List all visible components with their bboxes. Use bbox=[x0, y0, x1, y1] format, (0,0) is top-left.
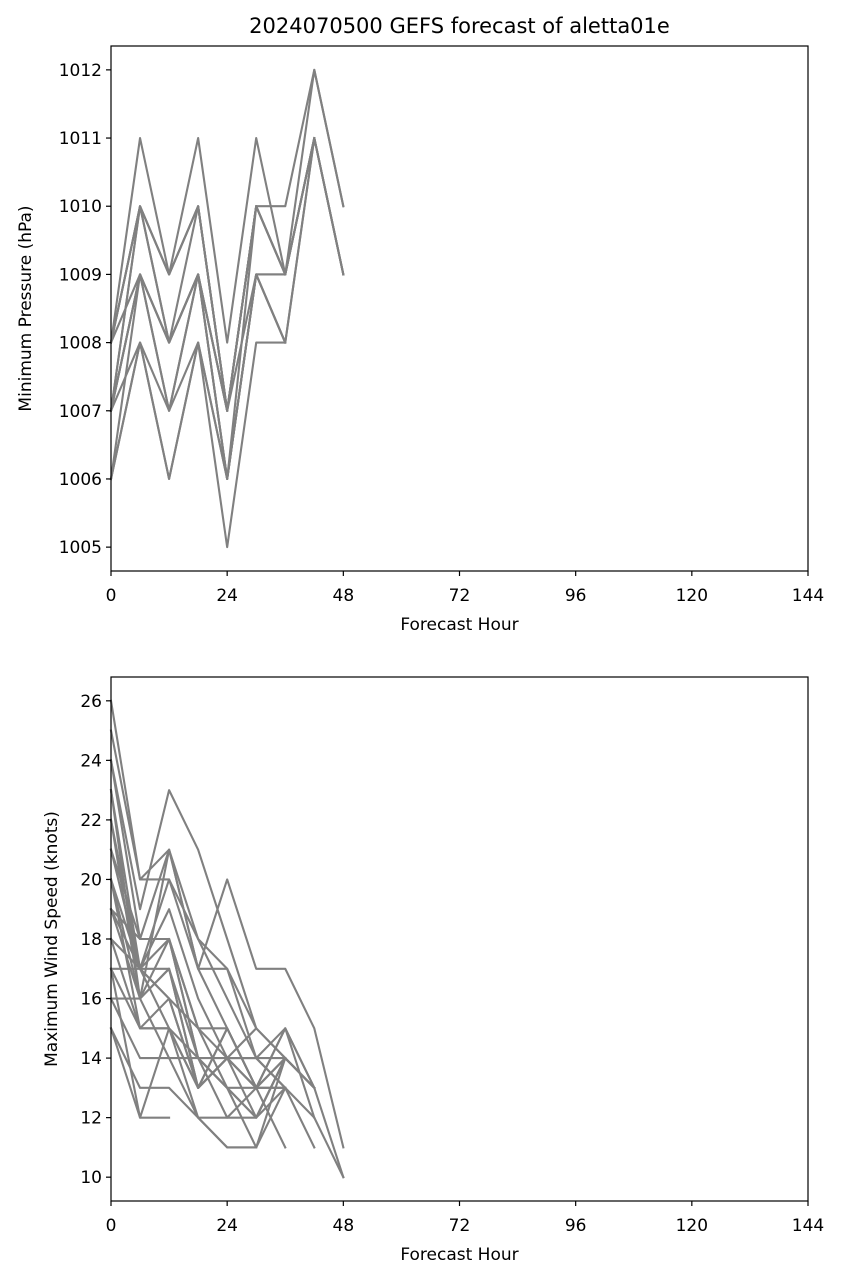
x-tick-label: 120 bbox=[676, 586, 708, 606]
x-tick-label: 96 bbox=[565, 586, 587, 606]
figure-title: 2024070500 GEFS forecast of aletta01e bbox=[249, 14, 670, 38]
x-tick-label: 48 bbox=[333, 586, 355, 606]
series-line-1 bbox=[109, 68, 345, 344]
y-tick-label: 1008 bbox=[59, 334, 102, 354]
y-axis-label: Maximum Wind Speed (knots) bbox=[42, 811, 62, 1067]
x-axis-label: Forecast Hour bbox=[400, 1245, 518, 1265]
y-tick-label: 1005 bbox=[59, 538, 102, 558]
series-line-25 bbox=[109, 907, 258, 1090]
series-line-4 bbox=[109, 759, 316, 1090]
series-line-21 bbox=[109, 997, 316, 1090]
x-tick-label: 0 bbox=[106, 586, 117, 606]
x-tick-label: 24 bbox=[216, 586, 238, 606]
y-tick-label: 16 bbox=[80, 990, 102, 1010]
x-tick-label: 96 bbox=[565, 1216, 587, 1236]
y-tick-label: 26 bbox=[80, 692, 102, 712]
series-line-13 bbox=[109, 273, 229, 413]
x-tick-label: 24 bbox=[216, 1216, 238, 1236]
y-axis-label: Minimum Pressure (hPa) bbox=[16, 205, 36, 411]
y-tick-label: 22 bbox=[80, 811, 102, 831]
y-tick-label: 20 bbox=[80, 870, 102, 890]
series-line-8 bbox=[109, 818, 316, 1119]
y-tick-label: 18 bbox=[80, 930, 102, 950]
y-tick-label: 1009 bbox=[59, 265, 102, 285]
series-line-20 bbox=[109, 997, 258, 1149]
series-line-24 bbox=[109, 967, 258, 1119]
x-tick-label: 120 bbox=[676, 1216, 708, 1236]
x-tick-label: 0 bbox=[106, 1216, 117, 1236]
y-tick-label: 1006 bbox=[59, 470, 102, 490]
y-tick-label: 10 bbox=[80, 1168, 102, 1188]
y-tick-label: 12 bbox=[80, 1109, 102, 1129]
x-tick-label: 144 bbox=[792, 586, 824, 606]
y-tick-label: 14 bbox=[80, 1049, 102, 1069]
x-tick-label: 144 bbox=[792, 1216, 824, 1236]
x-tick-label: 72 bbox=[449, 586, 471, 606]
series-line-11 bbox=[109, 273, 287, 481]
x-tick-label: 72 bbox=[449, 1216, 471, 1236]
series-line-14 bbox=[109, 205, 258, 412]
y-tick-label: 1007 bbox=[59, 402, 102, 422]
x-axis-label: Forecast Hour bbox=[400, 615, 518, 635]
x-tick-label: 48 bbox=[333, 1216, 355, 1236]
y-tick-label: 1012 bbox=[59, 61, 102, 81]
y-tick-label: 1010 bbox=[59, 197, 102, 217]
series-line-18 bbox=[109, 967, 287, 1119]
y-tick-label: 24 bbox=[80, 751, 102, 771]
wind-chart: 0 24 48 72 96 120 144 10 12 14 16 18 20 22 24 26 Forecas… bbox=[42, 676, 824, 1265]
pressure-chart: 0 24 48 72 96 120 144 1005 1006 1007 1008 1009 1010 1… bbox=[16, 45, 824, 635]
y-tick-label: 1011 bbox=[59, 129, 102, 149]
